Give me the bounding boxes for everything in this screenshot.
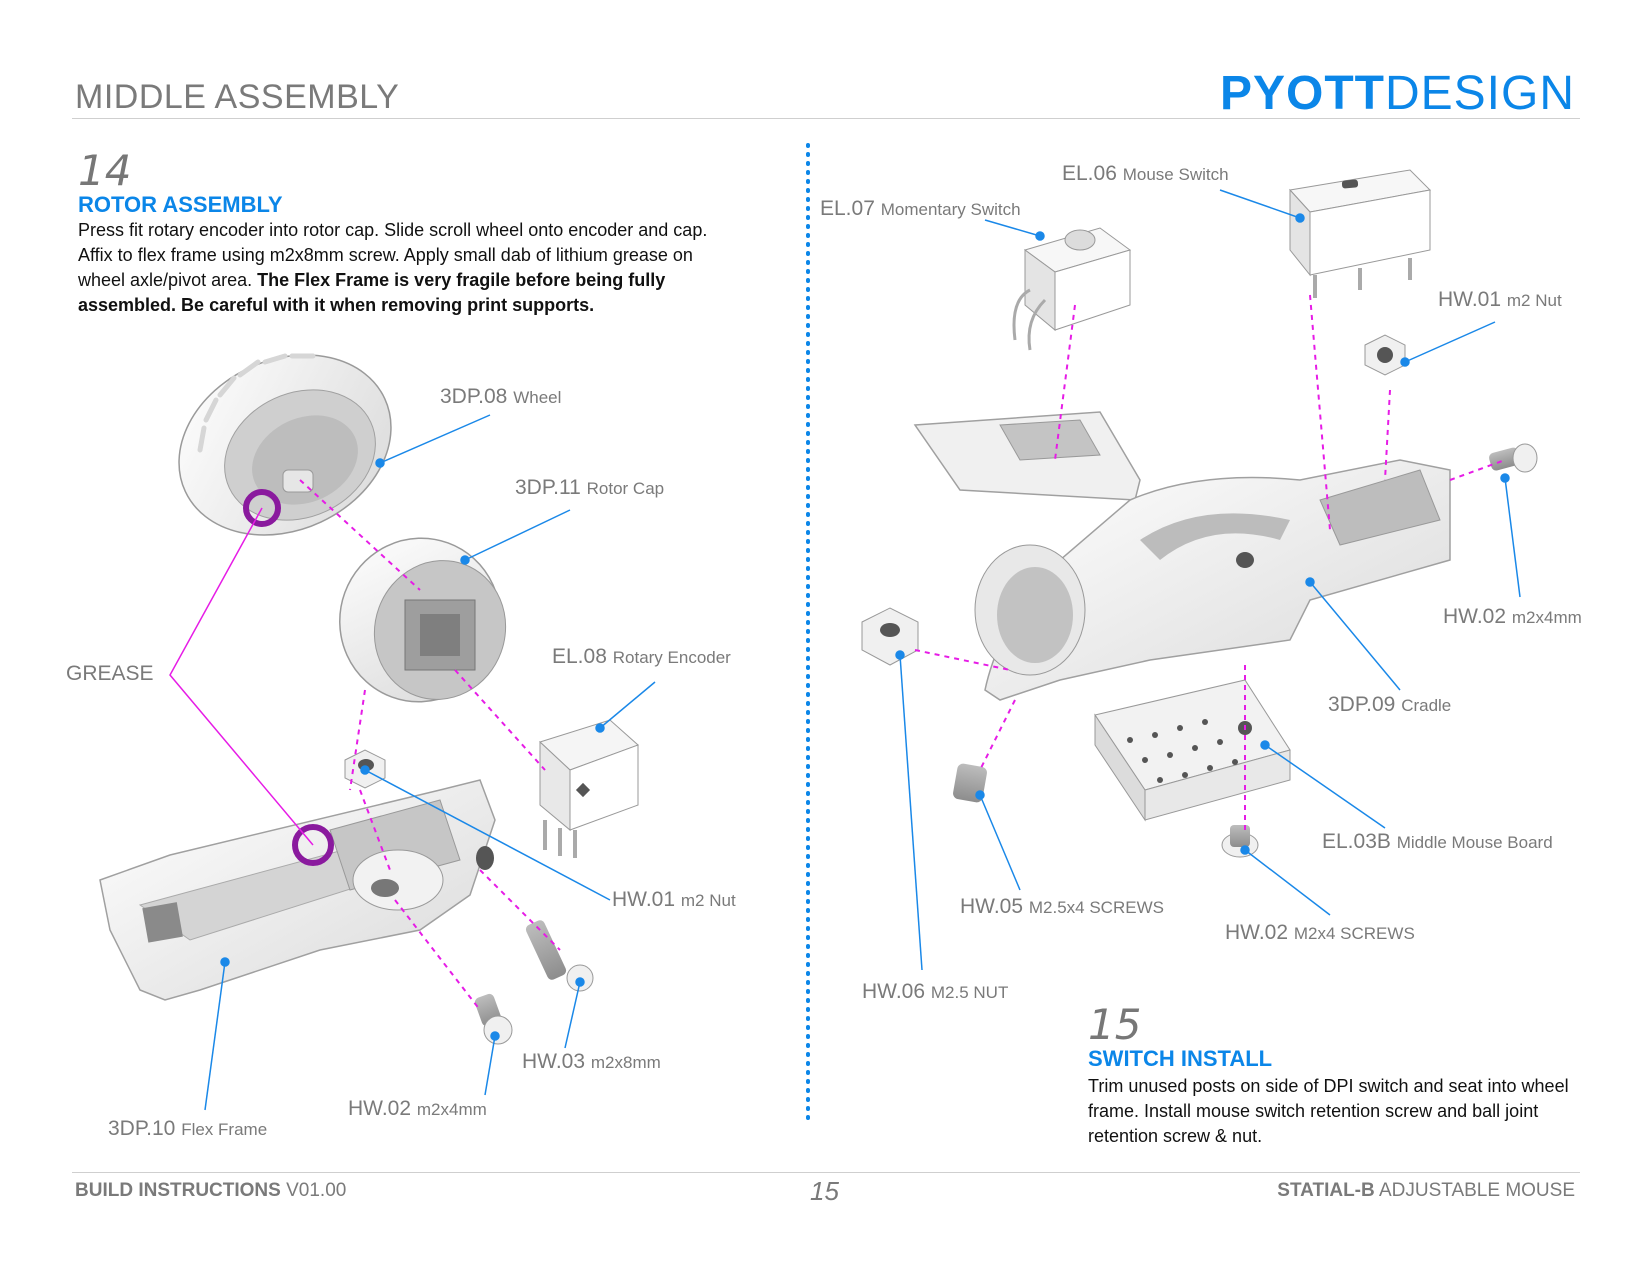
label-flex-frame-code: 3DP.10 xyxy=(108,1117,176,1140)
rotor-cap-part xyxy=(339,537,507,703)
label-hw02-right: HW.02 m2x4mm xyxy=(1443,605,1582,629)
label-mouse-switch-desc: Mouse Switch xyxy=(1122,165,1229,184)
rotary-encoder-part xyxy=(539,719,639,858)
label-hw03-desc: m2x8mm xyxy=(590,1053,661,1072)
label-hw02-screws-code: HW.02 xyxy=(1225,921,1289,944)
label-hw02-left-code: HW.02 xyxy=(348,1097,412,1120)
label-cradle-desc: Cradle xyxy=(1401,696,1452,715)
grease-mark-frame xyxy=(292,824,334,866)
label-hw05: HW.05 M2.5x4 SCREWS xyxy=(960,895,1164,919)
label-wheel: 3DP.08 Wheel xyxy=(440,385,561,409)
label-hw01-right-desc: m2 Nut xyxy=(1506,291,1562,310)
section-title: MIDDLE ASSEMBLY xyxy=(75,78,400,116)
wheel-part xyxy=(178,353,392,536)
step-14-title: ROTOR ASSEMBLY xyxy=(78,192,283,217)
assembly-guides xyxy=(299,294,1506,1011)
label-rotor-cap-desc: Rotor Cap xyxy=(586,479,665,498)
brand-light: DESIGN xyxy=(1384,67,1575,120)
step-15-body: Trim unused posts on side of DPI switch … xyxy=(1088,1076,1569,1146)
label-momentary-switch-code: EL.07 xyxy=(820,197,875,220)
step-15-title: SWITCH INSTALL xyxy=(1088,1046,1273,1071)
label-hw03-code: HW.03 xyxy=(522,1050,586,1073)
footer-version: V01.00 xyxy=(286,1180,347,1201)
m2-5-nut-part xyxy=(861,607,919,666)
label-hw01-right-code: HW.01 xyxy=(1438,288,1502,311)
footer-right: STATIAL-B ADJUSTABLE MOUSE xyxy=(1277,1180,1575,1202)
label-hw02-left-desc: m2x4mm xyxy=(416,1100,487,1119)
label-hw05-code: HW.05 xyxy=(960,895,1024,918)
m2x4-screw-right-part xyxy=(1489,443,1538,473)
step-14-body: Press fit rotary encoder into rotor cap.… xyxy=(78,218,728,318)
label-flex-frame-desc: Flex Frame xyxy=(181,1120,268,1139)
page-number: 15 xyxy=(810,1176,839,1206)
label-middle-board: EL.03B Middle Mouse Board xyxy=(1322,830,1553,854)
label-hw02-screws: HW.02 M2x4 SCREWS xyxy=(1225,921,1415,945)
label-hw02-right-desc: m2x4mm xyxy=(1511,608,1582,627)
leader-lines xyxy=(204,189,1521,1111)
footer-rule xyxy=(72,1172,1580,1173)
footer-product-desc: ADJUSTABLE MOUSE xyxy=(1378,1180,1575,1201)
label-hw02-screws-desc: M2x4 SCREWS xyxy=(1293,924,1415,943)
footer-left: BUILD INSTRUCTIONS V01.00 xyxy=(75,1180,346,1202)
label-rotary-encoder-desc: Rotary Encoder xyxy=(612,648,731,667)
label-hw01-left-code: HW.01 xyxy=(612,888,676,911)
label-hw01-left-desc: m2 Nut xyxy=(680,891,736,910)
label-hw01-left: HW.01 m2 Nut xyxy=(612,888,736,912)
m2x4-screw-board-part xyxy=(1221,825,1259,858)
label-grease: GREASE xyxy=(66,662,154,685)
label-mouse-switch: EL.06 Mouse Switch xyxy=(1062,162,1229,186)
brand-logo: PYOTTDESIGN xyxy=(1220,66,1575,121)
label-hw06: HW.06 M2.5 NUT xyxy=(862,980,1008,1004)
mouse-switch-part xyxy=(1289,169,1432,298)
grease-mark-wheel xyxy=(243,489,281,527)
label-wheel-desc: Wheel xyxy=(513,388,562,407)
middle-mouse-board-part xyxy=(1094,679,1291,822)
label-hw06-desc: M2.5 NUT xyxy=(930,983,1009,1002)
label-rotor-cap: 3DP.11 Rotor Cap xyxy=(515,476,664,500)
footer-product-name: STATIAL-B xyxy=(1277,1180,1375,1201)
label-momentary-switch-desc: Momentary Switch xyxy=(880,200,1021,219)
label-hw01-right: HW.01 m2 Nut xyxy=(1438,288,1562,312)
label-hw05-desc: M2.5x4 SCREWS xyxy=(1028,898,1164,917)
label-hw02-right-code: HW.02 xyxy=(1443,605,1507,628)
header-rule xyxy=(72,118,1580,119)
flex-frame-part xyxy=(99,779,496,1001)
label-hw06-code: HW.06 xyxy=(862,980,926,1003)
brand-bold: PYOTT xyxy=(1219,67,1385,120)
step-15-number: 15 xyxy=(1088,1000,1142,1049)
grease-callout-line xyxy=(169,507,314,846)
m2-nut-right-part xyxy=(1364,334,1406,376)
label-rotary-encoder-code: EL.08 xyxy=(552,645,607,668)
label-hw02-left: HW.02 m2x4mm xyxy=(348,1097,487,1121)
step-14-number: 14 xyxy=(78,146,132,195)
footer-doc-title: BUILD INSTRUCTIONS xyxy=(75,1180,281,1201)
label-middle-board-desc: Middle Mouse Board xyxy=(1396,833,1553,852)
label-flex-frame: 3DP.10 Flex Frame xyxy=(108,1117,267,1141)
step-14-body-warning: The Flex Frame is very fragile before be… xyxy=(78,270,666,315)
label-rotary-encoder: EL.08 Rotary Encoder xyxy=(552,645,731,669)
label-mouse-switch-code: EL.06 xyxy=(1062,162,1117,185)
label-middle-board-code: EL.03B xyxy=(1322,830,1391,853)
label-momentary-switch: EL.07 Momentary Switch xyxy=(820,197,1021,221)
label-rotor-cap-code: 3DP.11 xyxy=(515,476,581,499)
label-cradle: 3DP.09 Cradle xyxy=(1328,693,1451,717)
label-cradle-code: 3DP.09 xyxy=(1328,693,1396,716)
label-wheel-code: 3DP.08 xyxy=(440,385,508,408)
label-hw03: HW.03 m2x8mm xyxy=(522,1050,661,1074)
step-14-body-text: Press fit rotary encoder into rotor cap.… xyxy=(78,220,708,290)
momentary-switch-part xyxy=(1012,227,1132,351)
cradle-part xyxy=(913,411,1451,701)
